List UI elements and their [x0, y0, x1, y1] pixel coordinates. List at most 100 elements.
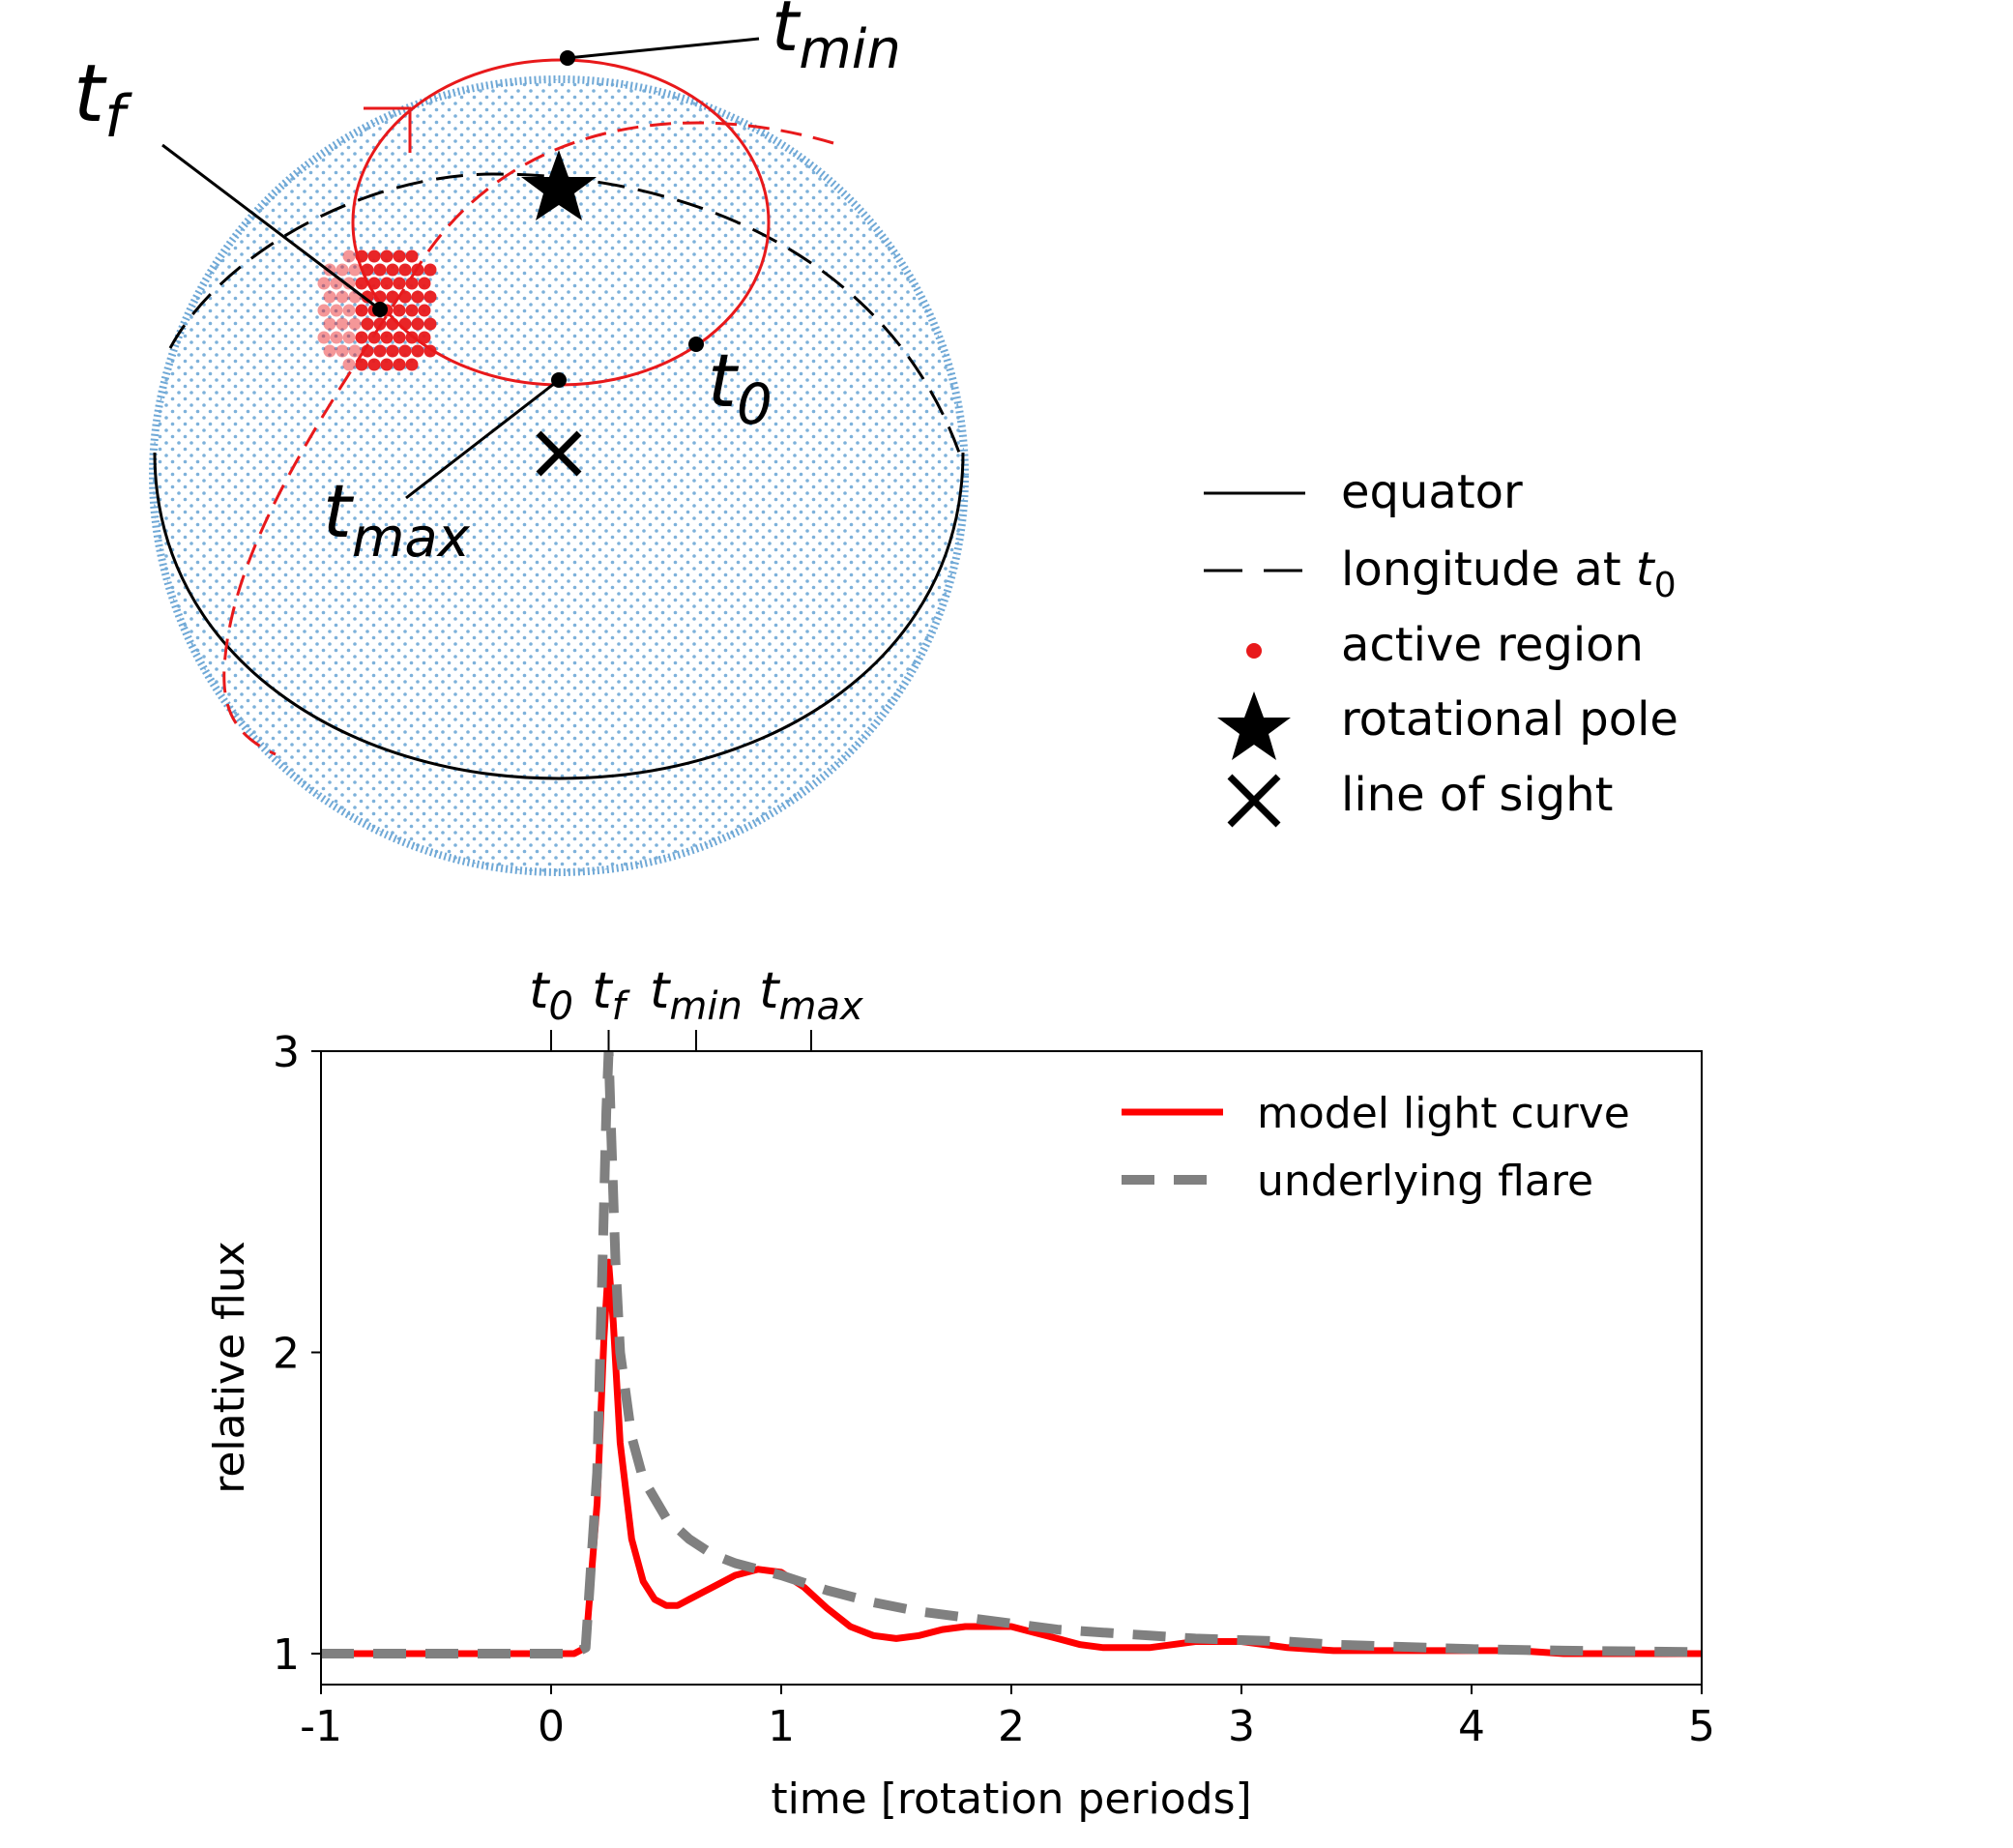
sphere-panel: tf tmin t0 tmax [73, 0, 969, 876]
legend-active-region-label: active region [1341, 618, 1644, 672]
x-tick-label: 0 [538, 1702, 565, 1751]
active-region-dot [336, 317, 349, 331]
longitude-line [222, 121, 834, 756]
active-region-dot [342, 249, 356, 263]
active-region-dot [418, 277, 431, 290]
active-region-dot [411, 317, 424, 331]
active-region-dot [393, 277, 406, 290]
active-region-dot [342, 304, 356, 317]
active-region-dot [330, 331, 343, 344]
active-region-dot [330, 304, 343, 317]
y-tick-label: 3 [273, 1028, 300, 1077]
active-region-dot [342, 331, 356, 344]
x-tick-label: 3 [1228, 1702, 1255, 1751]
light-curve-chart: -1 0 1 2 3 4 5 1 2 3 t0 tf tmin tmax time [rotation… [205, 962, 1715, 1824]
x-axis-label: time [rotation periods] [771, 1775, 1251, 1824]
active-region-dot [386, 290, 399, 304]
active-region-dot [411, 344, 424, 358]
sphere-limb [149, 75, 969, 876]
active-region-dot [323, 317, 336, 331]
active-region-dot [405, 249, 419, 263]
active-region-dot [361, 317, 374, 331]
active-region-dot [405, 358, 419, 371]
active-region-dot [380, 358, 394, 371]
sphere-legend: equator longitude at t0 active region ro… [1204, 465, 1678, 828]
active-region-dot [317, 277, 331, 290]
active-region-dot [336, 263, 349, 277]
active-region-dot [380, 331, 394, 344]
active-region-dot [393, 358, 406, 371]
legend-pole-label: rotational pole [1341, 692, 1678, 747]
line-of-sight-cross [536, 430, 582, 477]
y-ticks: 1 2 3 [273, 1028, 321, 1680]
legend-equator-label: equator [1341, 465, 1523, 519]
active-region-dot [380, 277, 394, 290]
active-region-dot [323, 290, 336, 304]
x-tick-label: 2 [998, 1702, 1025, 1751]
x-ticks: -1 0 1 2 3 4 5 [300, 1685, 1715, 1751]
equator-back [168, 172, 961, 454]
label-t-0: t0 [708, 337, 773, 437]
active-region-dot [367, 331, 381, 344]
legend-line-of-sight-symbol [1227, 774, 1281, 828]
x-tick-label: 1 [768, 1702, 795, 1751]
plot-frame [320, 1050, 1703, 1686]
active-region-dot [317, 331, 331, 344]
active-region-dot [411, 290, 424, 304]
active-region-dot [367, 249, 381, 263]
chart-legend: model light curve underlying flare [1122, 1089, 1630, 1206]
y-tick-label: 1 [273, 1630, 300, 1680]
leader-t-min [567, 37, 760, 60]
active-region-dot [386, 344, 399, 358]
active-region-dot [423, 290, 437, 304]
active-region-dot [373, 263, 387, 277]
active-region-dot [317, 304, 331, 317]
equator-front [153, 452, 965, 780]
active-region-dot [405, 304, 419, 317]
active-region-dot [398, 344, 412, 358]
active-region-dot [336, 344, 349, 358]
active-region-dot [398, 263, 412, 277]
top-tick-label: tmax [759, 962, 863, 1029]
sphere-body [153, 79, 965, 872]
active-region-dot [423, 317, 437, 331]
y-axis-label: relative flux [205, 1241, 254, 1494]
active-region-dot [373, 344, 387, 358]
active-region-dot [393, 331, 406, 344]
series-line-underlying-flare [321, 1051, 1702, 1658]
legend-pole-symbol [1217, 691, 1291, 760]
active-region-dot [411, 263, 424, 277]
active-region-dot [405, 277, 419, 290]
active-region [317, 249, 437, 371]
top-tick-label: tmin [650, 962, 743, 1029]
active-region-dot [342, 358, 356, 371]
trajectory-arrow [364, 106, 412, 153]
y-tick-label: 2 [273, 1330, 300, 1379]
legend-longitude-label: longitude at t0 [1341, 543, 1677, 605]
active-region-dot [380, 249, 394, 263]
active-region-dot [386, 263, 399, 277]
label-t-f: tf [73, 48, 132, 151]
active-region-dot [336, 290, 349, 304]
top-tick-label: tf [592, 962, 630, 1029]
active-region-dot [423, 263, 437, 277]
active-region-dot [418, 331, 431, 344]
active-region-dot [398, 290, 412, 304]
top-tick-label: t0 [529, 962, 573, 1029]
legend-line-of-sight-label: line of sight [1341, 768, 1613, 822]
active-region-dot [361, 290, 374, 304]
active-region-dot [355, 277, 368, 290]
active-region-dot [342, 277, 356, 290]
leader-t-max [405, 378, 560, 500]
label-t-min: tmin [772, 0, 901, 81]
active-region-dot [393, 304, 406, 317]
x-tick-label: 4 [1458, 1702, 1485, 1751]
label-t-max: tmax [323, 468, 471, 570]
active-region-dot [348, 263, 362, 277]
leader-t-f [161, 143, 381, 311]
active-region-dot [418, 304, 431, 317]
active-region-dot [355, 304, 368, 317]
legend-active-region-symbol [1246, 643, 1262, 659]
active-region-dot [393, 249, 406, 263]
